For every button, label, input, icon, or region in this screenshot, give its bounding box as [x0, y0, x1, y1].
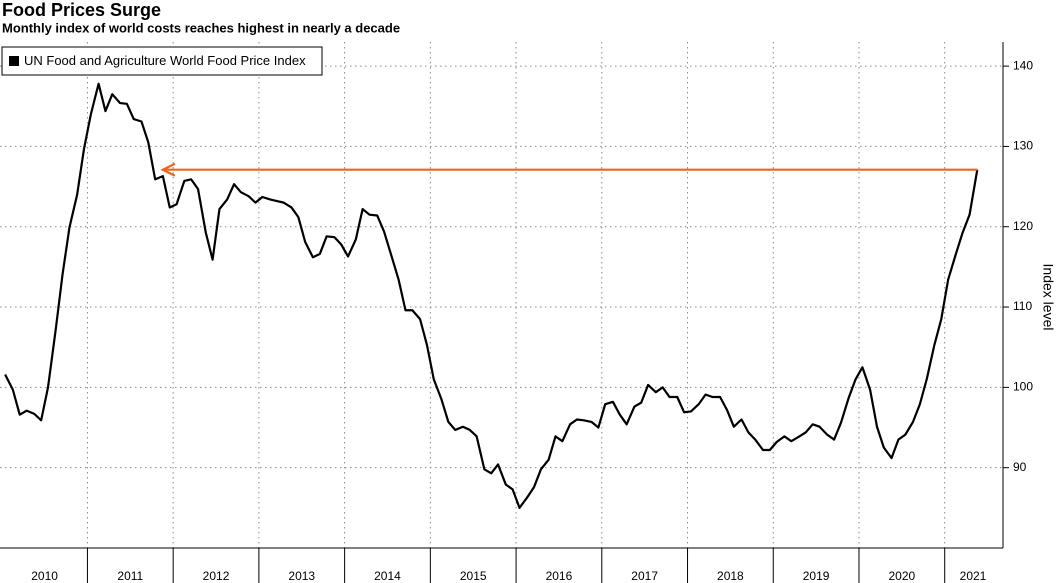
- legend-box: [1, 46, 323, 76]
- x-tick-label: 2014: [374, 569, 401, 583]
- x-tick-label: 2017: [631, 569, 658, 583]
- y-tick-label: 100: [1013, 380, 1033, 394]
- legend-label: UN Food and Agriculture World Food Price…: [24, 53, 306, 68]
- x-tick-label: 2015: [460, 569, 487, 583]
- x-tick-label: 2016: [546, 569, 573, 583]
- y-tick-label: 140: [1013, 58, 1033, 72]
- y-tick-label: 110: [1013, 299, 1032, 313]
- y-axis-title: Index level: [1040, 264, 1056, 331]
- y-tick-label: 130: [1013, 139, 1033, 153]
- legend: UN Food and Agriculture World Food Price…: [1, 46, 323, 76]
- x-tick-label: 2018: [717, 569, 744, 583]
- chart-title: Food Prices Surge: [2, 0, 161, 20]
- x-tick-label: 2021: [960, 569, 987, 583]
- legend-swatch: [9, 56, 19, 66]
- y-tick-label: 120: [1013, 219, 1033, 233]
- arrow-head: [160, 162, 176, 177]
- x-tick-label: 2020: [888, 569, 915, 583]
- y-tick-label: 90: [1013, 460, 1027, 474]
- x-tick-label: 2013: [288, 569, 315, 583]
- x-tick-label: 2012: [203, 569, 230, 583]
- series-line: [4, 82, 979, 509]
- chart-subtitle: Monthly index of world costs reaches hig…: [2, 20, 400, 35]
- x-tick-label: 2011: [117, 569, 143, 583]
- x-tick-label: 2010: [31, 569, 58, 583]
- x-tick-label: 2019: [803, 569, 830, 583]
